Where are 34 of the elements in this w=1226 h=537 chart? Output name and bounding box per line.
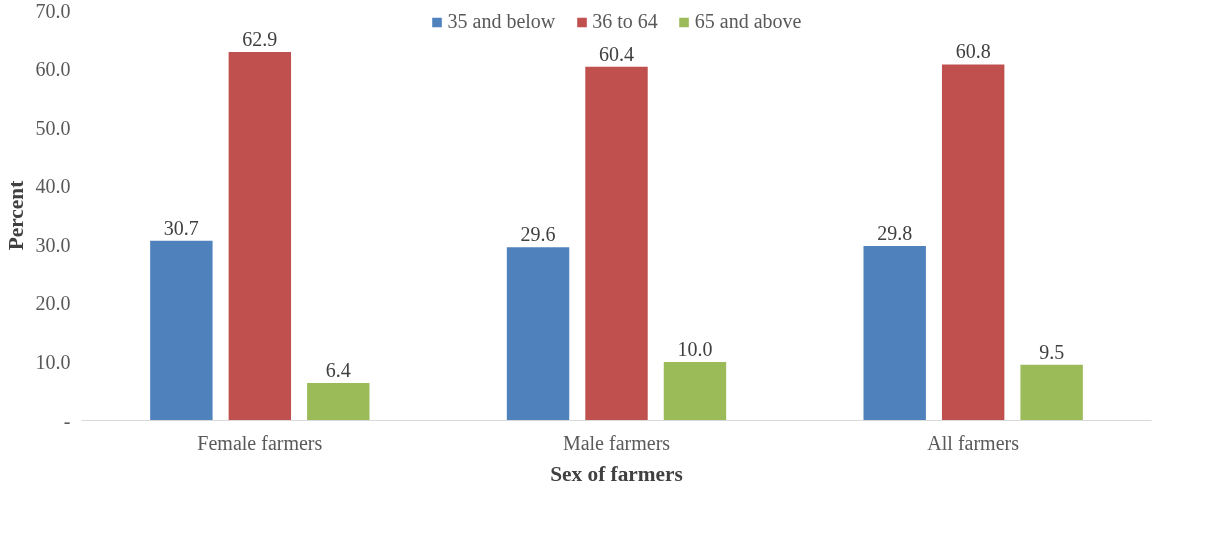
bar — [307, 383, 370, 421]
data-label: 29.8 — [877, 221, 913, 244]
bar — [228, 52, 292, 421]
y-tick-label: 50.0 — [35, 116, 71, 139]
data-label: 60.8 — [955, 40, 991, 63]
data-label: 60.4 — [599, 42, 634, 65]
data-label: 30.7 — [163, 216, 199, 239]
y-axis-title: Percent — [3, 179, 28, 251]
legend-label: 36 to 64 — [592, 10, 658, 33]
data-label: 10.0 — [677, 337, 713, 360]
y-tick-label: 70.0 — [35, 0, 71, 22]
y-tick-label: 40.0 — [35, 175, 71, 198]
y-tick-label: 20.0 — [35, 292, 71, 315]
data-label: 9.5 — [1039, 340, 1065, 363]
bar — [150, 240, 213, 421]
data-label: 62.9 — [242, 28, 278, 51]
x-tick-label: Female farmers — [197, 431, 323, 454]
x-axis-title: Sex of farmers — [550, 461, 683, 486]
bar — [663, 361, 727, 421]
y-tick-label: 10.0 — [35, 350, 71, 373]
data-label: 6.4 — [325, 359, 351, 382]
data-label: 29.6 — [520, 223, 556, 246]
legend-label: 65 and above — [694, 10, 802, 33]
x-tick-label: Male farmers — [562, 431, 671, 454]
y-tick-label: 60.0 — [35, 58, 71, 81]
y-tick-label: 30.0 — [35, 233, 71, 256]
bar — [585, 66, 648, 421]
legend-label: 35 and below — [447, 10, 556, 33]
bar — [941, 64, 1005, 421]
bar — [506, 247, 570, 421]
bar — [863, 245, 926, 421]
x-tick-label: All farmers — [927, 431, 1020, 454]
y-tick-label: - — [63, 409, 71, 432]
bar — [1020, 364, 1083, 421]
